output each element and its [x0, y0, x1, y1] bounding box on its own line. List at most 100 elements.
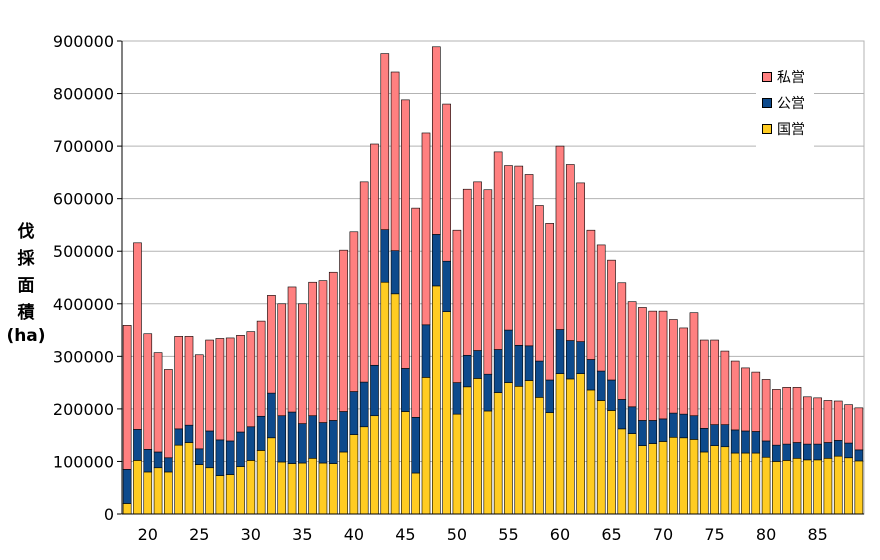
bar-public-35	[298, 423, 307, 464]
bar-private-65	[607, 259, 616, 381]
bar-national-76	[720, 446, 730, 515]
bar-private-73	[689, 312, 699, 417]
bar-private-57	[524, 174, 534, 347]
bar-public-23	[174, 428, 184, 446]
bar-private-71	[669, 319, 678, 414]
bar-private-43	[380, 53, 390, 230]
bar-public-30	[246, 426, 256, 461]
bar-national-35	[298, 462, 307, 515]
bar-national-54	[493, 392, 503, 515]
bar-private-31	[256, 320, 266, 417]
bar-public-89	[854, 449, 864, 462]
bar-national-38	[328, 463, 338, 515]
bar-national-31	[256, 450, 266, 515]
bar-national-41	[359, 426, 369, 515]
bar-national-64	[596, 400, 606, 515]
bar-public-74	[699, 428, 709, 453]
bar-national-82	[782, 460, 792, 515]
bar-private-84	[802, 396, 812, 445]
bar-national-57	[524, 380, 534, 515]
x-tick-label: 85	[807, 525, 827, 544]
bar-national-85	[813, 459, 822, 515]
bar-private-69	[648, 310, 658, 421]
bar-public-49	[442, 260, 451, 312]
bar-national-39	[339, 451, 348, 515]
bar-public-48	[431, 234, 441, 287]
y-tick-labels: 0 100000 200000 300000 400000 500000 600000 700…	[53, 32, 114, 524]
bar-private-35	[298, 303, 307, 424]
x-tick-label: 80	[756, 525, 776, 544]
bar-private-28	[225, 337, 235, 442]
bar-private-25	[194, 354, 204, 450]
bar-national-23	[174, 444, 184, 515]
bar-national-72	[679, 437, 688, 515]
bar-public-69	[648, 420, 658, 444]
bar-public-31	[256, 415, 266, 451]
bar-national-56	[514, 385, 524, 515]
bar-public-80	[761, 440, 771, 458]
y-tick-label: 500000	[53, 242, 114, 261]
axes	[117, 40, 865, 515]
bar-public-59	[545, 379, 554, 413]
bar-private-23	[174, 336, 184, 430]
bar-national-27	[215, 475, 225, 515]
bar-public-58	[535, 360, 544, 398]
bar-national-24	[184, 442, 194, 515]
bar-private-58	[535, 205, 544, 362]
bar-national-34	[287, 463, 297, 515]
bar-private-37	[318, 280, 328, 423]
bar-public-57	[524, 345, 534, 381]
bar-public-46	[411, 416, 421, 474]
x-tick-label: 25	[189, 525, 209, 544]
bar-national-40	[349, 434, 359, 515]
bar-private-87	[833, 400, 843, 441]
bar-public-75	[710, 424, 719, 446]
y-axis-title-char-2: 採	[17, 249, 35, 269]
bar-national-87	[833, 455, 843, 515]
bar-public-83	[792, 442, 802, 459]
bar-national-65	[607, 410, 616, 515]
bar-national-83	[792, 457, 802, 515]
bar-private-51	[462, 188, 472, 356]
bar-public-47	[421, 324, 431, 378]
bar-national-69	[648, 443, 658, 515]
bar-private-41	[359, 181, 369, 383]
bar-public-55	[504, 329, 513, 383]
x-tick-label: 45	[395, 525, 415, 544]
bar-private-88	[844, 404, 853, 444]
y-axis-title-unit: (ha)	[6, 326, 46, 346]
bar-private-34	[287, 286, 297, 413]
bar-national-60	[555, 373, 565, 515]
bar-public-24	[184, 424, 194, 443]
bar-private-32	[267, 295, 276, 394]
x-tick-label: 55	[498, 525, 518, 544]
bar-national-21	[153, 467, 163, 515]
x-tick-label: 60	[550, 525, 570, 544]
bar-private-82	[782, 387, 792, 445]
bar-public-81	[772, 444, 781, 462]
x-tick-label: 20	[138, 525, 158, 544]
bar-national-61	[565, 378, 575, 515]
bar-public-64	[596, 370, 606, 401]
bar-public-43	[380, 229, 390, 283]
bar-public-39	[339, 411, 348, 453]
y-tick-label: 400000	[53, 295, 114, 314]
bar-national-78	[741, 452, 750, 515]
bar-national-66	[617, 428, 627, 515]
bar-private-77	[730, 360, 740, 431]
bar-public-78	[741, 430, 750, 454]
bar-national-42	[370, 415, 379, 515]
bar-public-28	[225, 440, 235, 475]
bar-public-63	[586, 359, 596, 391]
bar-national-73	[689, 439, 699, 515]
bar-national-45	[401, 411, 410, 515]
x-tick-label: 65	[601, 525, 621, 544]
bar-private-38	[328, 271, 338, 421]
y-tick-label: 900000	[53, 32, 114, 51]
bar-private-49	[442, 103, 451, 262]
bar-public-37	[318, 422, 328, 464]
bar-public-88	[844, 442, 853, 459]
bar-public-18	[122, 469, 132, 504]
x-tick-label: 75	[704, 525, 724, 544]
